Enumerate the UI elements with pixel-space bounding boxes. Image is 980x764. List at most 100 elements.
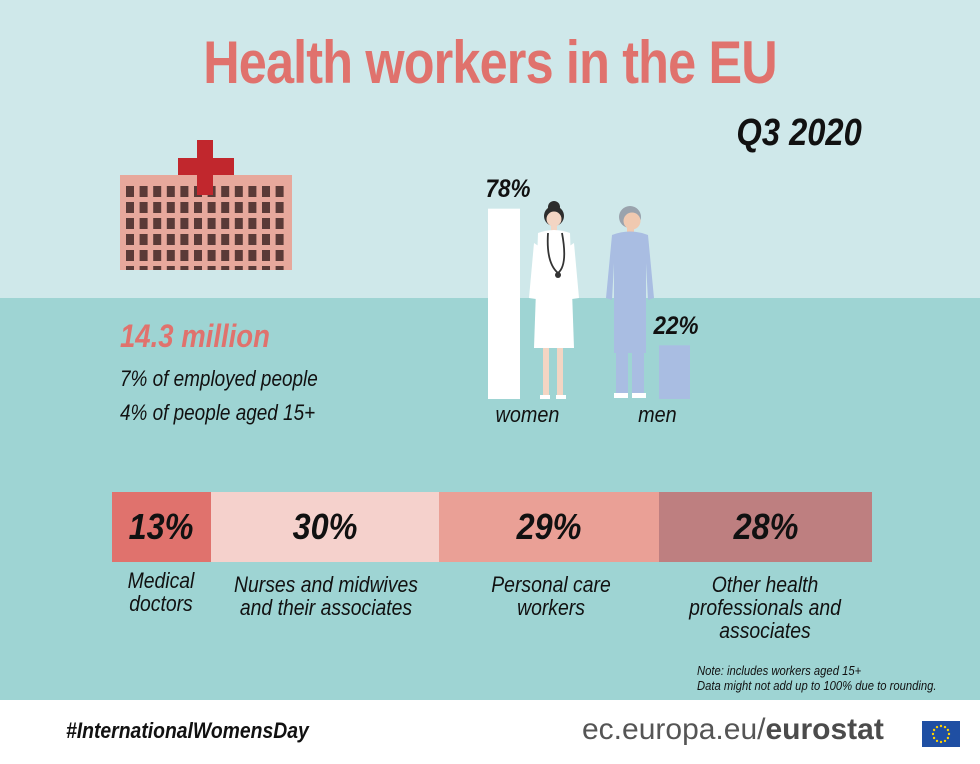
- window: [234, 266, 243, 270]
- window: [153, 186, 162, 197]
- window: [234, 250, 243, 261]
- share-population: 4% of people aged 15+: [120, 400, 316, 425]
- window: [234, 234, 243, 245]
- window: [207, 202, 216, 213]
- segment-label-other-professionals: Other health professionals and associate…: [689, 572, 841, 643]
- segment-medical-doctors: 13%: [112, 492, 211, 562]
- window: [139, 218, 148, 229]
- window: [221, 266, 230, 270]
- site-prefix: ec.europa.eu/: [582, 713, 766, 746]
- segment-personal-care-workers: 29%: [438, 492, 660, 562]
- window: [153, 266, 162, 270]
- red-cross-icon: [178, 140, 234, 195]
- hospital-building-icon: [120, 140, 292, 270]
- window: [275, 202, 284, 213]
- window: [248, 266, 257, 270]
- flag-star: [946, 736, 950, 740]
- window: [234, 202, 243, 213]
- window: [221, 202, 230, 213]
- footnote: Note: includes workers aged 15+ Data mig…: [697, 664, 937, 693]
- window: [221, 218, 230, 229]
- window: [153, 218, 162, 229]
- segment-nurses-midwives: 30%: [210, 492, 439, 562]
- male-nurse-icon: [606, 206, 654, 398]
- window: [207, 250, 216, 261]
- window: [221, 186, 230, 197]
- segment-value: 13%: [128, 506, 194, 547]
- segment-other-health-professionals: 28%: [659, 492, 872, 562]
- window: [180, 266, 189, 270]
- window: [262, 234, 270, 245]
- page-subtitle: Q3 2020: [736, 112, 862, 154]
- segment-label-medical-doctors: Medical doctors: [127, 568, 195, 616]
- window: [126, 218, 134, 229]
- window: [166, 266, 175, 270]
- window: [180, 218, 189, 229]
- window: [207, 234, 216, 245]
- window: [262, 202, 270, 213]
- hashtag: #InternationalWomensDay: [66, 718, 309, 743]
- page-title: Health workers in the EU: [203, 29, 777, 96]
- window: [139, 234, 148, 245]
- flag-star: [932, 736, 936, 740]
- flag-star: [932, 728, 936, 732]
- window: [194, 266, 202, 270]
- window: [166, 202, 175, 213]
- building-windows: [126, 186, 284, 270]
- eurostat-link[interactable]: ec.europa.eu/eurostat: [582, 713, 884, 747]
- window: [248, 202, 257, 213]
- total-health-workers: 14.3 million: [120, 318, 270, 354]
- window: [262, 218, 270, 229]
- window: [180, 186, 189, 197]
- window: [166, 218, 175, 229]
- window: [275, 218, 284, 229]
- window: [139, 250, 148, 261]
- window: [153, 202, 162, 213]
- window: [234, 186, 243, 197]
- window: [194, 250, 202, 261]
- window: [248, 186, 257, 197]
- window: [180, 202, 189, 213]
- window: [194, 202, 202, 213]
- share-employed: 7% of employed people: [120, 366, 318, 391]
- window: [166, 186, 175, 197]
- window: [248, 250, 257, 261]
- window: [234, 218, 243, 229]
- gender-bar-chart: [488, 201, 690, 399]
- eu-flag-icon: [922, 721, 960, 747]
- window: [166, 250, 175, 261]
- window: [153, 250, 162, 261]
- window: [139, 186, 148, 197]
- flag-star: [939, 724, 943, 728]
- window: [139, 266, 148, 270]
- female-doctor-icon: [529, 201, 579, 399]
- women-axis-label: women: [495, 402, 560, 427]
- segment-value: 29%: [516, 506, 582, 547]
- window: [262, 186, 270, 197]
- occupation-breakdown-bar: 13% 30% 29% 28%: [112, 492, 872, 562]
- window: [126, 250, 134, 261]
- flag-star: [939, 740, 943, 744]
- gender-bars: [488, 208, 690, 399]
- flag-star: [931, 732, 935, 736]
- window: [275, 234, 284, 245]
- window: [275, 186, 284, 197]
- window: [275, 250, 284, 261]
- window: [207, 218, 216, 229]
- window: [221, 250, 230, 261]
- window: [126, 234, 134, 245]
- window: [194, 234, 202, 245]
- flag-star: [947, 732, 951, 736]
- women-percent-label: 78%: [485, 175, 531, 203]
- window: [275, 266, 284, 270]
- window: [126, 266, 134, 270]
- men-axis-label: men: [638, 402, 677, 427]
- window: [139, 202, 148, 213]
- men-percent-label: 22%: [653, 312, 699, 340]
- segment-label-nurses-midwives: Nurses and midwives and their associates: [233, 572, 418, 620]
- window: [262, 266, 270, 270]
- flag-star: [935, 725, 939, 729]
- window: [248, 234, 257, 245]
- segment-label-personal-care: Personal care workers: [491, 572, 611, 620]
- flag-star: [943, 739, 947, 743]
